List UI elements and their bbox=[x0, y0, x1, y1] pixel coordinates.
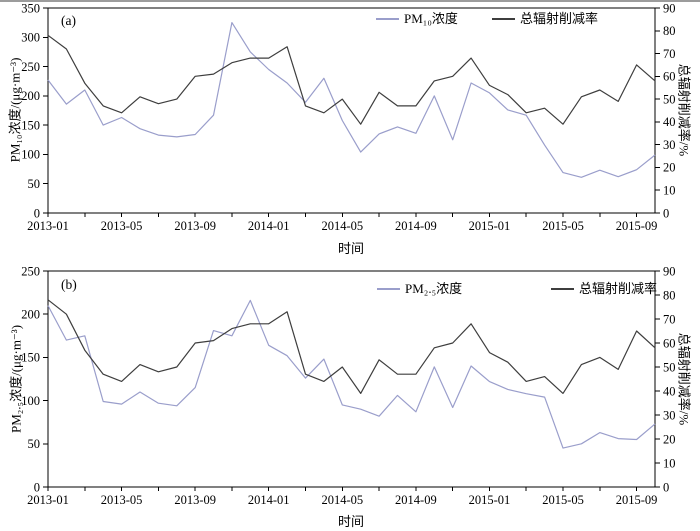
left-tick-label: 200 bbox=[21, 308, 40, 322]
x-tick-label: 2013-09 bbox=[174, 219, 216, 233]
pm25-legend-line-swatch bbox=[377, 288, 400, 290]
chart-a-frame bbox=[47, 7, 656, 214]
left-tick-label: 50 bbox=[28, 437, 41, 451]
right-tick-label: 90 bbox=[663, 1, 676, 15]
right-tick-label: 70 bbox=[663, 47, 676, 61]
panel-a-right-axis-title: 总辐射削减率/% bbox=[676, 63, 692, 157]
radiation-legend-label: 总辐射削减率 bbox=[579, 281, 658, 296]
left-tick-label: 350 bbox=[21, 1, 40, 15]
chart-b-radiation-series-line bbox=[47, 299, 656, 394]
x-tick-label: 2015-05 bbox=[542, 493, 584, 507]
left-tick-label: 300 bbox=[21, 31, 40, 45]
pm10-legend-label: PM₁₀浓度 bbox=[404, 11, 458, 26]
right-tick-label: 30 bbox=[663, 138, 676, 152]
x-tick-label: 2014-05 bbox=[321, 219, 363, 233]
x-tick-label: 2015-01 bbox=[469, 219, 511, 233]
right-tick-label: 60 bbox=[663, 70, 676, 84]
left-tick-label: 100 bbox=[21, 148, 40, 162]
right-tick-label: 50 bbox=[663, 360, 676, 374]
right-tick-label: 50 bbox=[663, 92, 676, 106]
x-tick-label: 2013-01 bbox=[27, 219, 69, 233]
chart-a-radiation-series-line bbox=[47, 34, 656, 125]
right-tick-label: 0 bbox=[663, 206, 669, 220]
chart-b-plot: 0 50 100 150 200 250 0 10 20 30 40 50 60 70 80 90 2013-0… bbox=[21, 264, 675, 507]
chart-a-plot: 0 50 100 150 200 250 300 350 0 10 20 30 40 50 60 70 80 90… bbox=[21, 1, 675, 233]
panel-b-legend-radiation: 总辐射削减率 bbox=[551, 281, 657, 297]
right-tick-label: 10 bbox=[663, 456, 676, 470]
panel-b-right-axis-title: 总辐射削减率/% bbox=[676, 332, 692, 426]
left-tick-label: 150 bbox=[21, 118, 40, 132]
panel-a-legend-radiation: 总辐射削减率 bbox=[492, 11, 598, 27]
left-tick-label: 250 bbox=[21, 60, 40, 74]
chart-b-pm-series-line bbox=[47, 299, 656, 449]
right-tick-label: 30 bbox=[663, 408, 676, 422]
right-tick-label: 60 bbox=[663, 336, 676, 350]
x-tick-label: 2014-09 bbox=[395, 219, 437, 233]
left-tick-label: 100 bbox=[21, 394, 40, 408]
right-tick-label: 80 bbox=[663, 24, 676, 38]
pm10-legend-line-swatch bbox=[376, 18, 399, 20]
x-tick-label: 2013-09 bbox=[174, 493, 216, 507]
radiation-legend-line-swatch bbox=[492, 18, 515, 20]
chart-a-pm-series-line bbox=[47, 22, 656, 178]
x-tick-label: 2015-09 bbox=[616, 493, 658, 507]
panel-b-label: (b) bbox=[61, 277, 77, 292]
chart-b-frame bbox=[47, 270, 656, 488]
right-tick-label: 70 bbox=[663, 312, 676, 326]
pm25-legend-label: PM₂.₅浓度 bbox=[405, 281, 463, 296]
panel-a-legend-pm10: PM₁₀浓度 bbox=[376, 11, 458, 27]
panel-a-left-axis-title: PM₁₀浓度/(μg·m⁻³) bbox=[7, 57, 23, 163]
left-tick-label: 0 bbox=[34, 480, 40, 494]
x-tick-label: 2015-09 bbox=[616, 219, 658, 233]
left-tick-label: 0 bbox=[34, 206, 40, 220]
panel-a-label: (a) bbox=[61, 13, 76, 28]
radiation-legend-label: 总辐射削减率 bbox=[520, 11, 599, 26]
right-tick-label: 90 bbox=[663, 264, 676, 278]
right-tick-label: 20 bbox=[663, 161, 676, 175]
x-tick-label: 2014-09 bbox=[395, 493, 437, 507]
panel-a-x-axis-title: 时间 bbox=[337, 241, 365, 256]
x-tick-label: 2013-05 bbox=[101, 219, 143, 233]
right-tick-label: 40 bbox=[663, 115, 676, 129]
right-tick-label: 10 bbox=[663, 184, 676, 198]
left-tick-label: 200 bbox=[21, 89, 40, 103]
panel-b-left-axis-title: PM₂.₅浓度/(μg·m⁻³) bbox=[8, 324, 24, 434]
x-tick-label: 2013-05 bbox=[101, 493, 143, 507]
left-tick-label: 50 bbox=[28, 177, 41, 191]
panel-b-x-axis-title: 时间 bbox=[337, 514, 365, 529]
right-tick-label: 40 bbox=[663, 384, 676, 398]
x-tick-label: 2014-01 bbox=[248, 493, 290, 507]
right-tick-label: 80 bbox=[663, 288, 676, 302]
right-tick-label: 0 bbox=[663, 480, 669, 494]
x-tick-label: 2014-01 bbox=[248, 219, 290, 233]
page-top-rule bbox=[0, 0, 700, 2]
x-tick-label: 2013-01 bbox=[27, 493, 69, 507]
left-tick-label: 250 bbox=[21, 264, 40, 278]
right-tick-label: 20 bbox=[663, 432, 676, 446]
x-tick-label: 2015-05 bbox=[542, 219, 584, 233]
x-tick-label: 2014-05 bbox=[321, 493, 363, 507]
left-tick-label: 150 bbox=[21, 351, 40, 365]
panel-b-legend-pm25: PM₂.₅浓度 bbox=[377, 281, 462, 297]
radiation-legend-line-swatch bbox=[551, 288, 574, 290]
x-tick-label: 2015-01 bbox=[469, 493, 511, 507]
